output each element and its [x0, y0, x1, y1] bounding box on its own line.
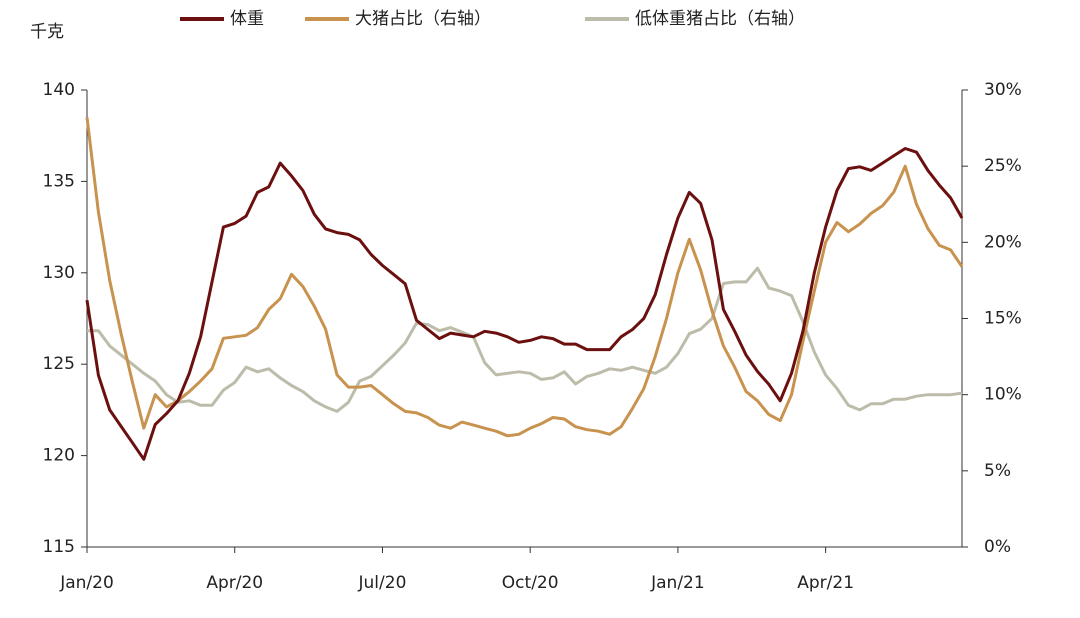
legend-label: 低体重猪占比（右轴）: [635, 9, 805, 29]
y-tick-label: 135: [43, 171, 75, 191]
y2-tick-label: 10%: [984, 385, 1022, 405]
x-tick-label: Jan/20: [59, 573, 114, 593]
series-line: [87, 266, 963, 413]
legend-label: 体重: [230, 9, 264, 29]
series-line: [85, 117, 964, 438]
x-tick-label: Jul/20: [358, 573, 407, 593]
y2-tick-label: 5%: [984, 461, 1011, 481]
series-line: [85, 147, 964, 461]
y-tick-label: 130: [43, 263, 75, 283]
y2-tick-label: 15%: [984, 309, 1022, 329]
y-tick-label: 115: [43, 537, 75, 557]
x-tick-label: Jan/21: [650, 573, 705, 593]
y2-tick-label: 25%: [984, 156, 1022, 176]
y2-tick-label: 20%: [984, 232, 1022, 252]
x-tick-label: Apr/21: [797, 573, 854, 593]
y-tick-label: 120: [43, 446, 75, 466]
y2-tick-label: 30%: [984, 80, 1022, 100]
x-tick-label: Oct/20: [502, 573, 559, 593]
y-axis-label: 千克: [30, 22, 64, 42]
x-tick-label: Apr/20: [206, 573, 263, 593]
y-tick-label: 125: [43, 354, 75, 374]
legend-label: 大猪占比（右轴）: [355, 9, 491, 29]
y2-tick-label: 0%: [984, 537, 1011, 557]
y-tick-label: 140: [43, 80, 75, 100]
